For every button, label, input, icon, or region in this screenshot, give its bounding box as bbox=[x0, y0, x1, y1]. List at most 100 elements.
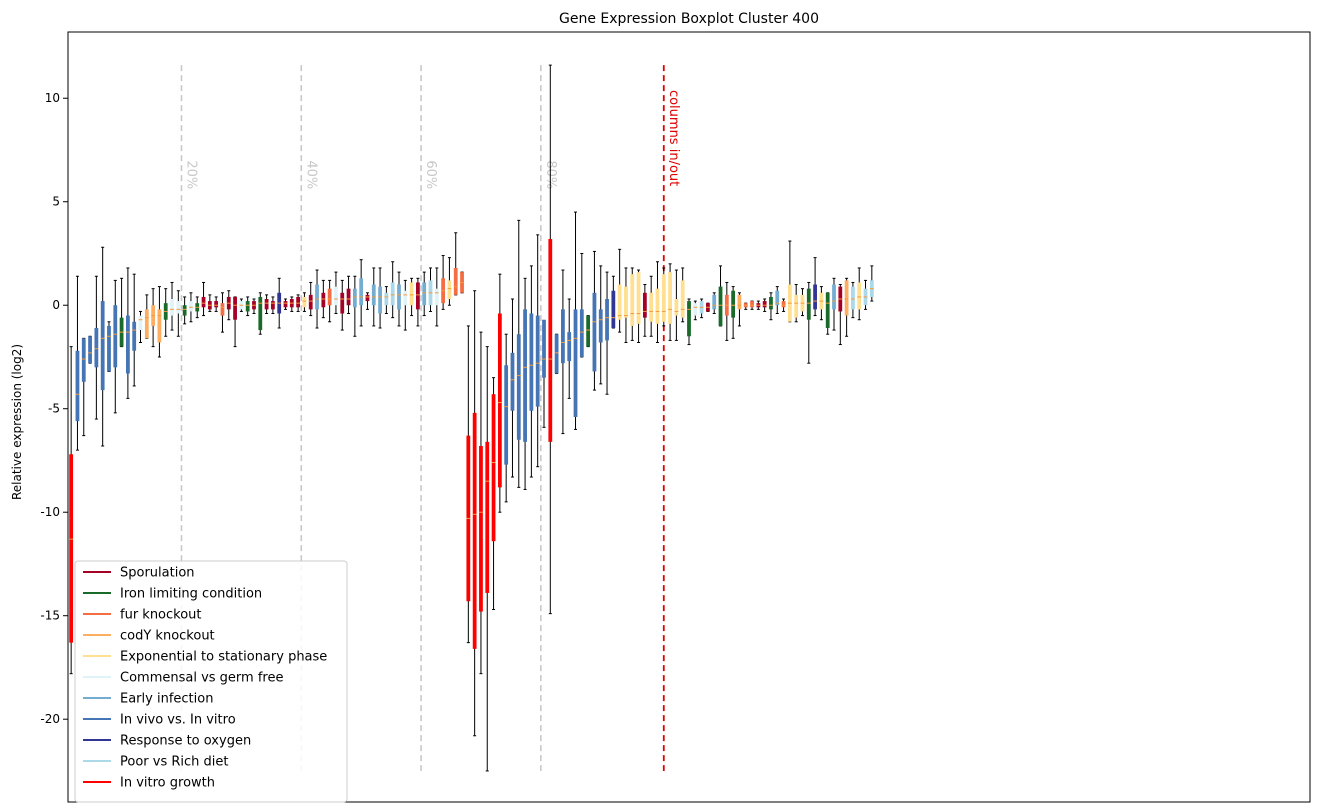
y-tick-label: 10 bbox=[45, 91, 60, 105]
box bbox=[428, 267, 433, 312]
box bbox=[668, 263, 672, 341]
box-body bbox=[516, 334, 521, 440]
legend-entry: Iron limiting condition bbox=[83, 587, 262, 602]
box bbox=[649, 275, 654, 337]
box-body bbox=[510, 352, 515, 411]
box-body bbox=[182, 305, 187, 316]
box-body bbox=[573, 309, 578, 417]
box-body bbox=[737, 294, 742, 310]
box-body bbox=[542, 319, 546, 378]
box bbox=[743, 302, 748, 310]
box bbox=[189, 292, 193, 323]
box-body bbox=[693, 303, 698, 316]
box bbox=[170, 281, 174, 331]
box-body bbox=[731, 290, 736, 318]
box bbox=[107, 321, 111, 372]
box bbox=[497, 273, 502, 513]
box bbox=[416, 277, 420, 327]
legend-entry: fur knockout bbox=[83, 608, 202, 623]
box-body bbox=[825, 292, 830, 328]
box-body bbox=[94, 327, 99, 368]
box bbox=[617, 248, 622, 333]
box bbox=[422, 271, 427, 317]
box bbox=[535, 234, 540, 468]
box-body bbox=[750, 301, 754, 308]
box-body bbox=[296, 296, 301, 308]
box-body bbox=[390, 282, 395, 306]
box bbox=[718, 265, 723, 327]
box bbox=[794, 284, 799, 323]
box bbox=[775, 286, 780, 315]
box-body bbox=[579, 309, 584, 357]
plot-area: 20% 40% 60% 80% columns in/out bbox=[67, 31, 1311, 803]
box-body bbox=[617, 284, 622, 320]
box bbox=[706, 302, 710, 312]
box bbox=[561, 269, 565, 435]
box bbox=[851, 281, 855, 319]
box-body bbox=[233, 296, 237, 320]
box-body bbox=[214, 301, 219, 308]
legend-entry: Commensal vs germ free bbox=[83, 671, 283, 686]
box-body bbox=[857, 282, 862, 310]
box bbox=[844, 277, 849, 337]
box-body bbox=[844, 280, 849, 316]
percentile-label: 60% bbox=[423, 160, 438, 189]
chart-title: Gene Expression Boxplot Cluster 400 bbox=[559, 11, 819, 27]
box bbox=[81, 337, 86, 437]
box-body bbox=[775, 290, 780, 306]
y-tick-label: 0 bbox=[52, 298, 60, 312]
box-body bbox=[201, 296, 206, 308]
box bbox=[554, 333, 559, 375]
box bbox=[548, 64, 553, 615]
y-tick-label: -10 bbox=[40, 505, 60, 519]
legend-box bbox=[74, 560, 348, 803]
box-body bbox=[334, 286, 338, 306]
box bbox=[289, 296, 294, 312]
y-axis: 10 5 0 -5 -10 -15 -20 bbox=[40, 91, 68, 726]
legend-label: Iron limiting condition bbox=[120, 587, 262, 602]
box-body bbox=[762, 301, 767, 308]
box bbox=[762, 298, 767, 312]
box bbox=[239, 298, 244, 312]
box-body bbox=[422, 282, 427, 306]
box-body bbox=[605, 299, 609, 341]
box bbox=[838, 284, 843, 346]
box bbox=[390, 261, 395, 319]
box-body bbox=[88, 336, 92, 364]
box-body bbox=[100, 301, 105, 391]
box-body bbox=[661, 274, 666, 322]
box-body bbox=[586, 315, 591, 347]
box-body bbox=[434, 288, 439, 306]
box bbox=[214, 296, 219, 312]
box bbox=[737, 292, 742, 327]
box-body bbox=[561, 309, 565, 364]
box-body bbox=[592, 292, 597, 372]
box bbox=[472, 290, 477, 737]
box bbox=[598, 265, 603, 385]
legend-label: fur knockout bbox=[120, 608, 202, 623]
box bbox=[460, 271, 464, 294]
box bbox=[680, 267, 685, 323]
box-body bbox=[668, 272, 672, 324]
y-tick-label: -15 bbox=[40, 609, 60, 623]
box bbox=[100, 246, 105, 447]
box bbox=[365, 292, 370, 310]
box-body bbox=[655, 288, 660, 324]
legend-entry: In vitro growth bbox=[83, 776, 215, 791]
box bbox=[283, 298, 288, 310]
box-body bbox=[384, 292, 389, 306]
box bbox=[434, 267, 439, 327]
box-body bbox=[220, 303, 225, 316]
box-body bbox=[75, 350, 80, 422]
box bbox=[661, 267, 666, 327]
box-body bbox=[806, 288, 811, 320]
box-body bbox=[170, 299, 174, 316]
box bbox=[693, 300, 698, 321]
box bbox=[869, 265, 874, 302]
box-body bbox=[548, 238, 553, 442]
box-body bbox=[157, 309, 162, 343]
box-body bbox=[365, 294, 370, 302]
box bbox=[397, 271, 401, 327]
box bbox=[176, 290, 181, 337]
box-body bbox=[189, 301, 193, 312]
